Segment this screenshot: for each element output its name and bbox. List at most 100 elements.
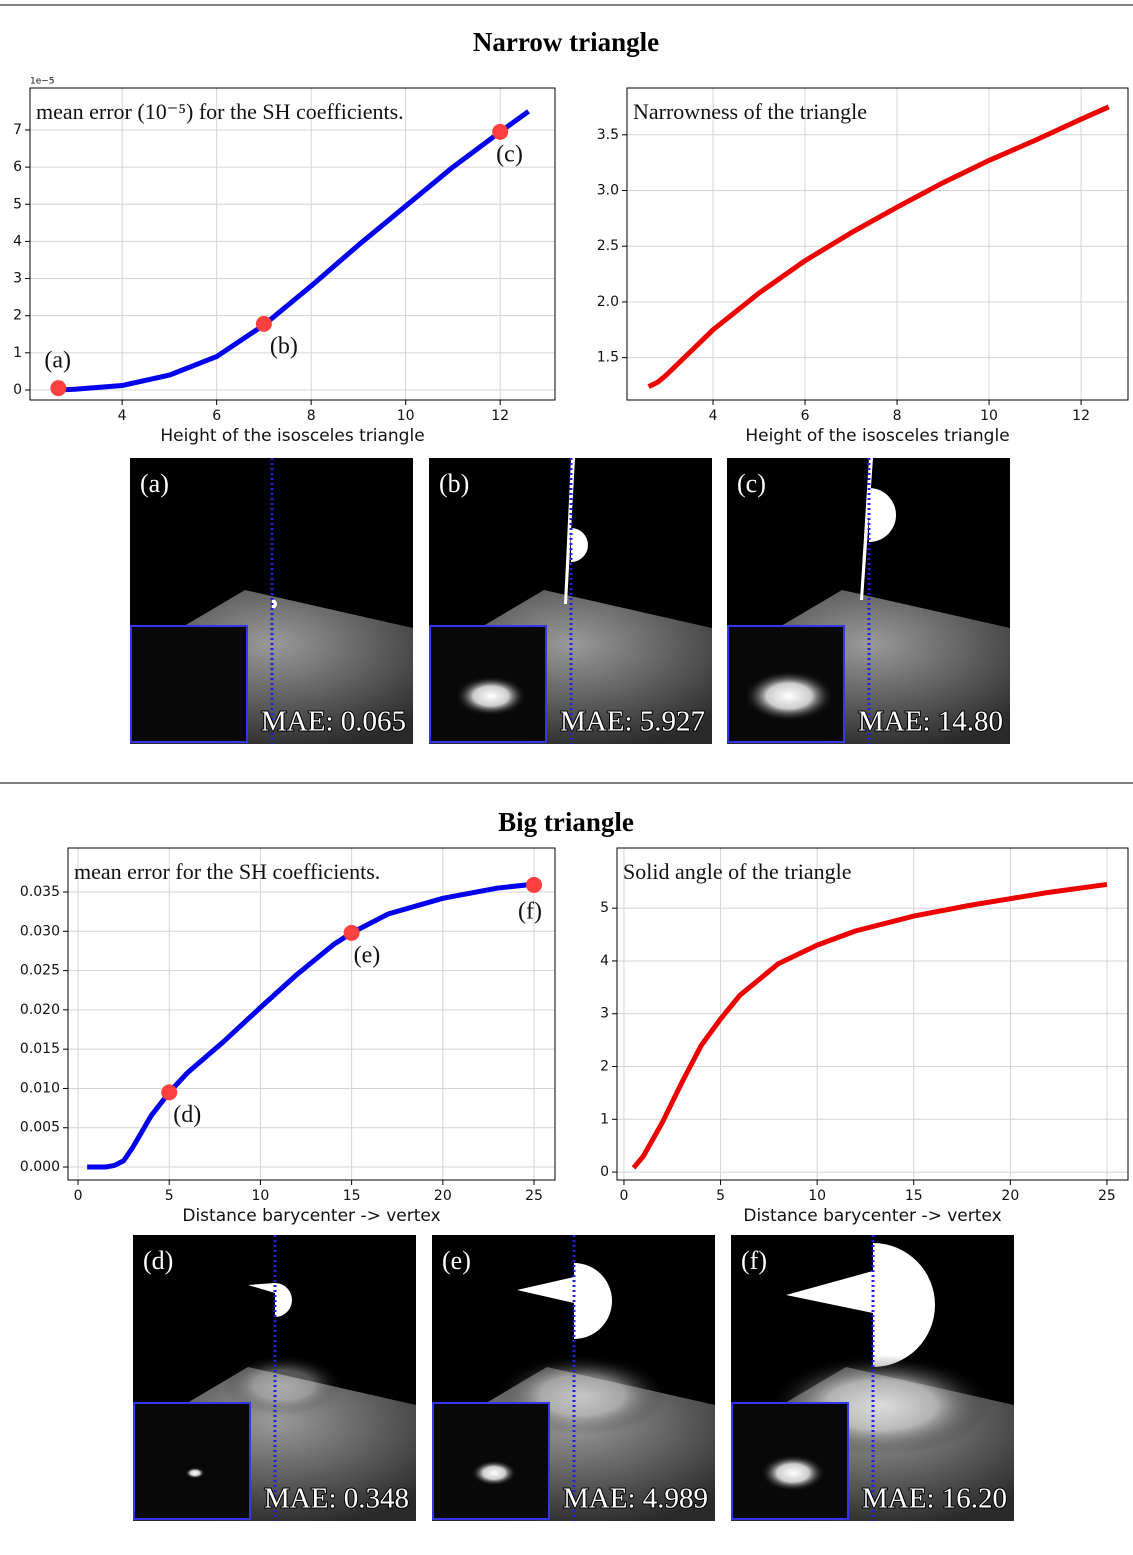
inset-glow	[185, 1467, 205, 1479]
data-line	[647, 104, 1110, 389]
y-tick-label: 3.5	[597, 127, 619, 143]
plot-frame	[616, 847, 1129, 1181]
y-tick-label: 3	[13, 271, 22, 287]
y-tick-label: 2	[13, 308, 22, 324]
inset-glow	[471, 1460, 517, 1486]
image-label: (c)	[737, 469, 766, 498]
y-tick-label: 2.0	[597, 294, 619, 310]
y-tick-label: 5	[13, 196, 22, 212]
y-tick-label: 0.025	[20, 963, 60, 979]
mae-label: MAE: 4.989	[563, 1483, 708, 1515]
mae-label: MAE: 0.065	[261, 706, 406, 738]
x-tick-label: 15	[343, 1188, 361, 1204]
y-tick-label: 0.030	[20, 923, 60, 939]
data-line	[631, 881, 1108, 1170]
triangle	[786, 1271, 873, 1313]
y-tick-label: 0.010	[20, 1080, 60, 1096]
annotation: Solid angle of the triangle	[623, 859, 852, 884]
render-image: (c) MAE: 14.80	[727, 458, 1010, 744]
data-point	[492, 123, 509, 140]
x-tick-label: 25	[1098, 1188, 1116, 1204]
point-label: (f)	[518, 898, 542, 924]
point-label: (d)	[173, 1102, 201, 1128]
image-label: (e)	[442, 1246, 471, 1275]
y-tick-label: 6	[13, 159, 22, 175]
triangle	[248, 1283, 275, 1293]
x-tick-label: 20	[434, 1188, 452, 1204]
data-point	[526, 876, 543, 893]
triangle	[517, 1277, 574, 1303]
y-tick-label: 0.020	[20, 1002, 60, 1018]
light-disk	[272, 599, 277, 609]
x-tick-label: 0	[74, 1188, 83, 1204]
data-point	[50, 380, 67, 397]
render-image: (f) MAE: 16.20	[731, 1235, 1014, 1521]
mae-label: MAE: 0.348	[264, 1483, 409, 1515]
image-label: (b)	[439, 469, 469, 498]
y-tick-label: 0.035	[20, 884, 60, 900]
image-label: (d)	[143, 1246, 173, 1275]
data-line	[87, 881, 535, 1170]
section-title: Big triangle	[498, 807, 634, 837]
plot-frame	[626, 87, 1129, 401]
x-tick-label: 10	[808, 1188, 826, 1204]
y-tick-label: 0.005	[20, 1120, 60, 1136]
point-label: (b)	[270, 333, 298, 359]
annotation: Narrowness of the triangle	[633, 99, 867, 124]
annotation: mean error for the SH coefficients.	[74, 859, 380, 884]
inset-glow	[761, 1455, 825, 1491]
inset-glow	[455, 676, 527, 716]
point-label: (a)	[44, 348, 71, 374]
annotation: mean error (10⁻⁵) for the SH coefficient…	[36, 99, 404, 124]
y-tick-label: 0.000	[20, 1159, 60, 1175]
x-tick-label: 12	[1072, 408, 1090, 424]
x-tick-label: 8	[307, 408, 316, 424]
render-image: (d) MAE: 0.348	[133, 1235, 416, 1521]
y-tick-label: 4	[600, 953, 609, 969]
y-tick-label: 7	[13, 122, 22, 138]
x-tick-label: 5	[165, 1188, 174, 1204]
inset	[130, 625, 248, 743]
light-disk	[574, 1263, 612, 1339]
x-tick-label: 4	[118, 408, 127, 424]
y-tick-label: 3.0	[597, 183, 619, 199]
image-label: (a)	[140, 469, 169, 498]
point-label: (c)	[496, 141, 523, 167]
axis-offset-label: 1e−5	[30, 77, 55, 87]
x-tick-label: 4	[709, 408, 718, 424]
mae-label: MAE: 5.927	[560, 706, 705, 738]
render-image: (e) MAE: 4.989	[432, 1235, 715, 1521]
y-tick-label: 2.5	[597, 238, 619, 254]
x-tick-label: 8	[893, 408, 902, 424]
x-tick-label: 0	[619, 1188, 628, 1204]
y-tick-label: 0.015	[20, 1041, 60, 1057]
light-disk	[873, 1243, 935, 1367]
inset-glow	[744, 670, 834, 722]
x-tick-label: 12	[491, 408, 509, 424]
x-axis-label: Distance barycenter -> vertex	[743, 1206, 1001, 1226]
glow	[223, 1355, 343, 1415]
x-tick-label: 25	[525, 1188, 543, 1204]
x-tick-label: 5	[716, 1188, 725, 1204]
plot-frame	[29, 87, 556, 401]
y-tick-label: 1	[600, 1111, 609, 1127]
data-point	[343, 924, 360, 941]
mae-label: MAE: 16.20	[862, 1483, 1007, 1515]
x-tick-label: 15	[905, 1188, 923, 1204]
data-line	[55, 109, 530, 393]
mae-label: MAE: 14.80	[858, 706, 1003, 738]
y-tick-label: 3	[600, 1006, 609, 1022]
light-disk	[869, 488, 896, 542]
x-tick-label: 20	[1001, 1188, 1019, 1204]
y-tick-label: 5	[600, 900, 609, 916]
x-tick-label: 10	[252, 1188, 270, 1204]
point-label: (e)	[354, 942, 381, 968]
x-tick-label: 6	[212, 408, 221, 424]
image-label: (f)	[741, 1246, 767, 1275]
render-image: (b) MAE: 5.927	[429, 458, 712, 744]
y-tick-label: 0	[13, 382, 22, 398]
inset	[133, 1402, 251, 1520]
y-tick-label: 1	[13, 345, 22, 361]
